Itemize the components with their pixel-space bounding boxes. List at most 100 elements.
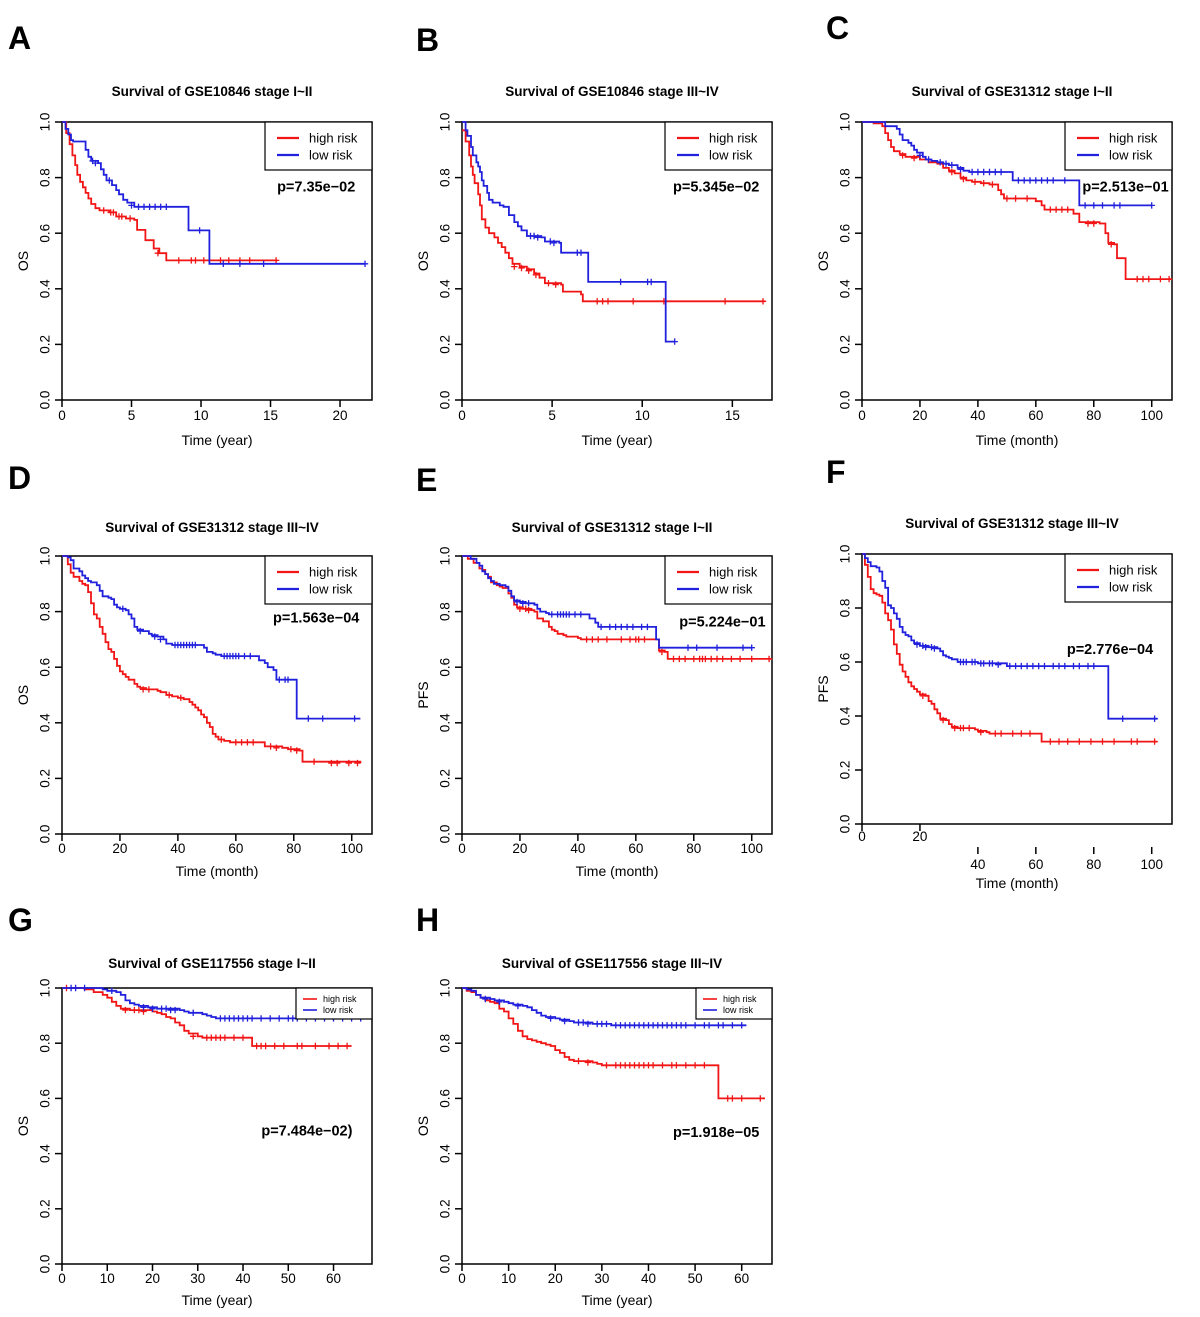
y-tick-label: 0.4	[38, 279, 53, 298]
p-value-label: p=7.35e−02	[277, 179, 355, 195]
panel-H: H Survival of GSE117556 stage III~IV 0.0…	[400, 900, 800, 1317]
y-tick-label: 0.2	[38, 769, 53, 788]
censor-marks-low_risk	[916, 152, 1155, 209]
x-axis-label: Time (month)	[976, 875, 1059, 891]
panel-C: C Survival of GSE31312 stage I~II 0.0 0.2…	[800, 0, 1200, 460]
plot-border	[61, 121, 373, 401]
x-tick-label: 20	[145, 1271, 160, 1286]
y-tick-label: 0.0	[838, 391, 853, 410]
chart-title-B: Survival of GSE10846 stage III~IV	[505, 84, 719, 99]
x-tick-label: 0	[858, 408, 866, 423]
censor-marks-high_risk	[511, 263, 767, 305]
y-tick-label: 0.8	[438, 168, 453, 187]
chart-title-A: Survival of GSE10846 stage I~II	[111, 84, 313, 99]
y-tick-label: 0.2	[838, 335, 853, 354]
p-value-label: p=5.224e−01	[679, 615, 765, 631]
axis-labels: 0.0 0.2 0.4 0.6 0.8 1.0 OS 0 10 20 30 40 50 60 Time (y…	[15, 979, 341, 1308]
x-tick-label: 60	[1028, 408, 1043, 423]
km-plot-B: 0.0 0.2 0.4 0.6 0.8 1.0 OS 0 5 10 15 Time (year) hig…	[415, 113, 773, 448]
x-axis-label: Time (year)	[181, 432, 252, 448]
x-tick-label: 0	[58, 1271, 66, 1286]
y-tick-label: 0.8	[438, 602, 453, 621]
x-tick-label: 50	[281, 1271, 296, 1286]
y-tick-label: 0.4	[438, 1144, 453, 1163]
plot-border	[461, 121, 773, 401]
plot-border	[861, 553, 1173, 825]
legend-box	[664, 555, 773, 605]
legend-label-high-risk: high risk	[723, 994, 757, 1004]
y-tick-label: 0.8	[438, 1034, 453, 1053]
legend-label-low-risk: low risk	[1109, 148, 1153, 163]
x-tick-label: 30	[190, 1271, 205, 1286]
panel-G: G Survival of GSE117556 stage I~II 0.0 0.…	[0, 900, 400, 1317]
curve-low_risk	[62, 987, 366, 1020]
legend-box	[695, 987, 773, 1020]
panel-E: E Survival of GSE31312 stage I~II 0.0 0.2…	[400, 460, 800, 900]
censor-marks-low_risk	[119, 605, 358, 722]
chart-title-F: Survival of GSE31312 stage III~IV	[905, 516, 1119, 531]
legend-label-low-risk: low risk	[309, 582, 353, 597]
legend-box	[1064, 553, 1173, 603]
plot-border	[61, 987, 373, 1265]
axis-labels: 0.0 0.2 0.4 0.6 0.8 1.0 PFS 0 20 40 60 80 100 Time (m…	[815, 545, 1163, 891]
x-tick-label: 60	[628, 841, 643, 856]
x-tick-label: 10	[100, 1271, 115, 1286]
km-plot-C: 0.0 0.2 0.4 0.6 0.8 1.0 OS 0 20 40 60 80 100 Time (mo…	[815, 113, 1173, 448]
censor-marks-high_risk	[516, 605, 773, 663]
x-tick-label: 0	[58, 841, 66, 856]
km-plot-E: 0.0 0.2 0.4 0.6 0.8 1.0 PFS 0 20 40 60 80 100 Time (m…	[415, 547, 773, 879]
chart-title-G: Survival of GSE117556 stage I~II	[108, 956, 316, 971]
y-tick-label: 0.6	[438, 224, 453, 243]
y-axis-label: PFS	[815, 675, 831, 702]
y-axis-label: OS	[815, 251, 831, 271]
plot-border	[461, 987, 773, 1265]
censor-marks-high_risk	[575, 1057, 764, 1102]
x-tick-label: 60	[228, 841, 243, 856]
km-plot-D: 0.0 0.2 0.4 0.6 0.8 1.0 OS 0 20 40 60 80 100 Time (mo…	[15, 547, 373, 879]
p-value-label: p=7.484e−02)	[261, 1124, 352, 1140]
y-tick-label: 0.0	[38, 1255, 53, 1274]
panel-letter-F: F	[826, 454, 846, 490]
y-tick-label: 0.4	[438, 279, 453, 298]
plot-border	[461, 555, 773, 835]
x-axis-label: Time (year)	[581, 432, 652, 448]
panel-letter-D: D	[8, 460, 32, 496]
x-tick-label: 0	[858, 829, 866, 844]
panel-letter-A: A	[8, 20, 32, 56]
censor-marks-high_risk	[899, 152, 1173, 283]
legend-box	[664, 121, 773, 171]
y-tick-label: 0.4	[838, 706, 853, 725]
p-value-label: p=2.513e−01	[1082, 179, 1168, 195]
x-tick-label: 50	[688, 1271, 703, 1286]
x-tick-label: 40	[970, 857, 985, 872]
curve-high_risk	[62, 987, 352, 1047]
x-tick-label: 60	[734, 1271, 749, 1286]
x-tick-label: 20	[112, 841, 127, 856]
legend-label-high-risk: high risk	[1109, 563, 1158, 578]
legend-label-low-risk: low risk	[323, 1005, 354, 1015]
y-tick-label: 0.4	[38, 713, 53, 732]
y-tick-label: 0.6	[838, 224, 853, 243]
x-tick-label: 20	[912, 829, 927, 844]
p-value-label: p=1.563e−04	[273, 611, 359, 627]
y-tick-label: 0.2	[38, 335, 53, 354]
x-tick-label: 10	[193, 408, 208, 423]
censor-marks-low_risk	[482, 995, 745, 1029]
chart-title-H: Survival of GSE117556 stage III~IV	[501, 956, 723, 971]
x-tick-label: 20	[912, 408, 927, 423]
km-plot-A: 0.0 0.2 0.4 0.6 0.8 1.0 OS 0 5 10 15 20 Time (year) h…	[15, 113, 373, 448]
x-tick-label: 100	[1140, 408, 1163, 423]
legend-label-high-risk: high risk	[309, 131, 358, 146]
x-tick-label: 20	[548, 1271, 563, 1286]
x-tick-label: 40	[970, 408, 985, 423]
x-tick-label: 15	[725, 408, 740, 423]
y-tick-label: 1.0	[38, 979, 53, 998]
y-tick-label: 0.0	[438, 1255, 453, 1274]
